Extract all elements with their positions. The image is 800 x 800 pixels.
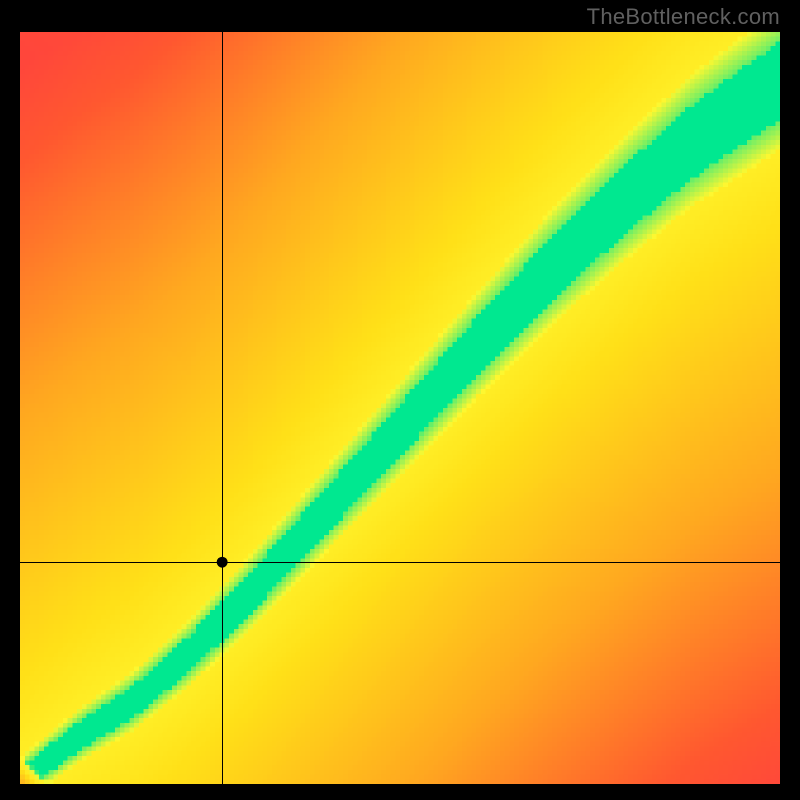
crosshair-canvas [20,32,780,784]
watermark-text: TheBottleneck.com [587,4,780,30]
stage: TheBottleneck.com [0,0,800,800]
heatmap-panel [20,32,780,784]
